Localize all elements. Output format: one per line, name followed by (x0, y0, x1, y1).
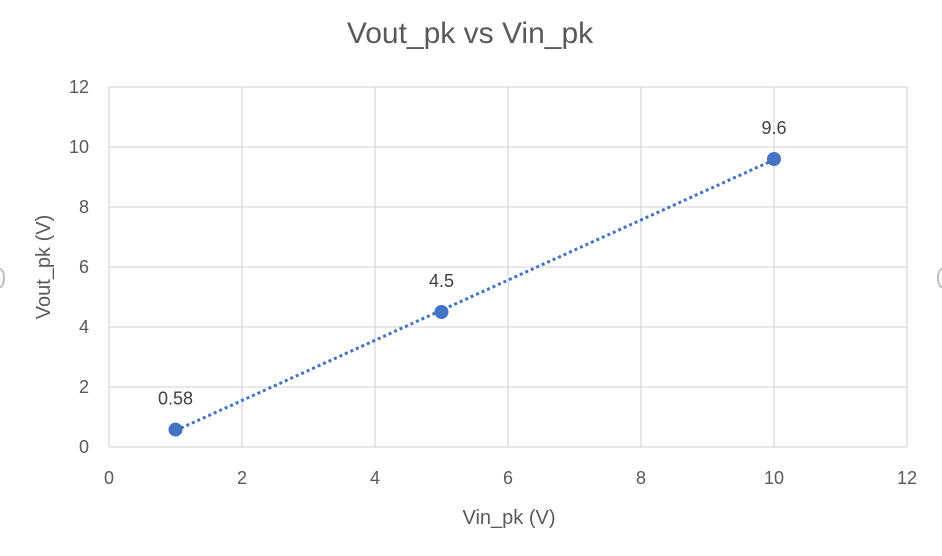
data-labels: 0.58 4.5 9.6 (158, 118, 787, 409)
data-label: 0.58 (158, 389, 193, 409)
x-tick-label: 10 (764, 468, 784, 488)
y-tick-label: 12 (69, 77, 89, 97)
x-axis-title: Vin_pk (V) (462, 507, 555, 529)
y-tick-label: 10 (69, 137, 89, 157)
y-axis-ticks: 0 2 4 6 8 10 12 (69, 77, 89, 457)
gridlines (108, 86, 908, 448)
data-label: 4.5 (429, 271, 454, 291)
x-tick-label: 2 (237, 468, 247, 488)
x-tick-label: 12 (897, 468, 917, 488)
data-points (168, 152, 781, 437)
y-tick-label: 2 (79, 377, 89, 397)
y-tick-label: 6 (79, 257, 89, 277)
x-tick-label: 4 (370, 468, 380, 488)
data-label: 9.6 (761, 118, 786, 138)
data-point[interactable] (434, 305, 449, 319)
x-tick-label: 0 (104, 468, 114, 488)
chart-title: Vout_pk vs Vin_pk (347, 17, 594, 50)
y-tick-label: 0 (79, 437, 89, 457)
y-axis-title: Vout_pk (V) (33, 215, 55, 320)
trendline-path (174, 158, 775, 432)
data-point[interactable] (168, 422, 183, 437)
x-tick-label: 8 (636, 468, 646, 488)
y-tick-label: 8 (79, 197, 89, 217)
x-tick-label: 6 (503, 468, 513, 488)
trendline (174, 158, 775, 432)
data-point[interactable] (767, 152, 781, 166)
y-tick-label: 4 (79, 317, 89, 337)
x-axis-ticks: 0 2 4 6 8 10 12 (104, 468, 917, 488)
chart-area-right-handle[interactable] (937, 268, 942, 288)
